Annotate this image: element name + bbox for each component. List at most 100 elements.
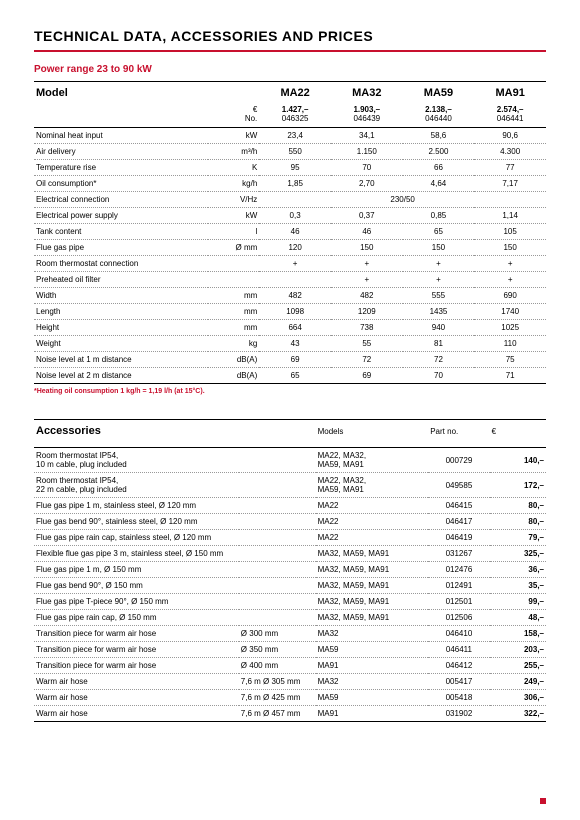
acc-models: MA22, MA32,MA59, MA91 — [316, 473, 429, 498]
acc-part: 031902 — [428, 706, 489, 722]
tech-row-val: 95 — [259, 160, 331, 176]
acc-desc: Transition piece for warm air hose — [34, 642, 239, 658]
tech-row-unit — [208, 256, 259, 272]
tech-row-label: Electrical connection — [34, 192, 208, 208]
price-cell: 2.574,–046441 — [474, 102, 546, 128]
tech-row-unit: m³/h — [208, 144, 259, 160]
model-header: Model — [34, 82, 208, 103]
acc-price: 322,– — [490, 706, 546, 722]
acc-price: 80,– — [490, 498, 546, 514]
tech-row-val: 1025 — [474, 320, 546, 336]
tech-row-val: 0,3 — [259, 208, 331, 224]
acc-price: 249,– — [490, 674, 546, 690]
tech-row-val: 46 — [331, 224, 403, 240]
tech-row-label: Temperature rise — [34, 160, 208, 176]
acc-col-price: € — [490, 420, 546, 448]
tech-row-val: 55 — [331, 336, 403, 352]
tech-row-unit: kW — [208, 128, 259, 144]
tech-row-unit: kg/h — [208, 176, 259, 192]
tech-row-val: 1.150 — [331, 144, 403, 160]
tech-row-val: 4.300 — [474, 144, 546, 160]
tech-row-label: Noise level at 2 m distance — [34, 368, 208, 384]
tech-row-val: 120 — [259, 240, 331, 256]
tech-row-val: 1,14 — [474, 208, 546, 224]
tech-row-label: Electrical power supply — [34, 208, 208, 224]
acc-part: 046417 — [428, 514, 489, 530]
acc-models: MA59 — [316, 690, 429, 706]
tech-row-unit: l — [208, 224, 259, 240]
acc-part: 005418 — [428, 690, 489, 706]
acc-part: 031267 — [428, 546, 489, 562]
acc-models: MA22 — [316, 514, 429, 530]
tech-row: Room thermostat connection++++ — [34, 256, 546, 272]
acc-row: Flexible flue gas pipe 3 m, stainless st… — [34, 546, 546, 562]
acc-part: 012506 — [428, 610, 489, 626]
acc-models: MA91 — [316, 658, 429, 674]
tech-row-unit: mm — [208, 304, 259, 320]
tech-row-label: Preheated oil filter — [34, 272, 208, 288]
acc-desc: Warm air hose — [34, 674, 239, 690]
tech-row-val: 66 — [403, 160, 475, 176]
acc-price: 35,– — [490, 578, 546, 594]
tech-row-val: 1098 — [259, 304, 331, 320]
tech-row-spanval: 230/50 — [259, 192, 546, 208]
tech-row-val: 72 — [331, 352, 403, 368]
tech-row: Air deliverym³/h5501.1502.5004.300 — [34, 144, 546, 160]
acc-spec: Ø 350 mm — [239, 642, 316, 658]
tech-row-val: 69 — [331, 368, 403, 384]
tech-row-unit: dB(A) — [208, 352, 259, 368]
acc-part: 012491 — [428, 578, 489, 594]
tech-row: Nominal heat inputkW23,434,158,690,6 — [34, 128, 546, 144]
tech-row-val: 70 — [403, 368, 475, 384]
tech-row-val: 150 — [403, 240, 475, 256]
acc-row: Flue gas pipe 1 m, stainless steel, Ø 12… — [34, 498, 546, 514]
tech-row-val: 550 — [259, 144, 331, 160]
tech-row-val: 555 — [403, 288, 475, 304]
tech-row-val: + — [474, 256, 546, 272]
tech-row-val: 23,4 — [259, 128, 331, 144]
acc-desc: Room thermostat IP54,10 m cable, plug in… — [34, 448, 239, 473]
acc-part: 012501 — [428, 594, 489, 610]
acc-price: 255,– — [490, 658, 546, 674]
accessories-table: Accessories Models Part no. € Room therm… — [34, 419, 546, 722]
acc-price: 158,– — [490, 626, 546, 642]
tech-row-label: Height — [34, 320, 208, 336]
tech-row-unit: kg — [208, 336, 259, 352]
tech-row-val: + — [474, 272, 546, 288]
tech-row-val: 738 — [331, 320, 403, 336]
acc-desc: Flue gas pipe T-piece 90°, Ø 150 mm — [34, 594, 239, 610]
acc-desc: Room thermostat IP54,22 m cable, plug in… — [34, 473, 239, 498]
tech-row-val: 65 — [259, 368, 331, 384]
tech-row-val: 46 — [259, 224, 331, 240]
acc-row: Transition piece for warm air hoseØ 300 … — [34, 626, 546, 642]
acc-spec: Ø 300 mm — [239, 626, 316, 642]
acc-spec — [239, 594, 316, 610]
tech-row-val: 70 — [331, 160, 403, 176]
acc-spec: 7,6 m Ø 457 mm — [239, 706, 316, 722]
acc-desc: Transition piece for warm air hose — [34, 626, 239, 642]
tech-row-val: 77 — [474, 160, 546, 176]
tech-row-label: Nominal heat input — [34, 128, 208, 144]
tech-row: Temperature riseK95706677 — [34, 160, 546, 176]
tech-row-val: + — [331, 272, 403, 288]
tech-row-unit: kW — [208, 208, 259, 224]
acc-price: 325,– — [490, 546, 546, 562]
acc-part: 012476 — [428, 562, 489, 578]
tech-row: Weightkg435581110 — [34, 336, 546, 352]
tech-row-val: 1,85 — [259, 176, 331, 192]
acc-spec — [239, 498, 316, 514]
tech-row-val: + — [331, 256, 403, 272]
tech-row-label: Air delivery — [34, 144, 208, 160]
tech-row: Electrical connectionV/Hz230/50 — [34, 192, 546, 208]
acc-col-part: Part no. — [428, 420, 489, 448]
tech-row: Electrical power supplykW0,30,370,851,14 — [34, 208, 546, 224]
tech-row-val: 81 — [403, 336, 475, 352]
tech-row-label: Oil consumption* — [34, 176, 208, 192]
tech-row-val: + — [403, 272, 475, 288]
tech-row-label: Weight — [34, 336, 208, 352]
acc-desc: Flue gas pipe 1 m, Ø 150 mm — [34, 562, 239, 578]
acc-models: MA32, MA59, MA91 — [316, 578, 429, 594]
acc-row: Flue gas pipe T-piece 90°, Ø 150 mmMA32,… — [34, 594, 546, 610]
acc-models: MA32 — [316, 626, 429, 642]
acc-spec — [239, 546, 316, 562]
